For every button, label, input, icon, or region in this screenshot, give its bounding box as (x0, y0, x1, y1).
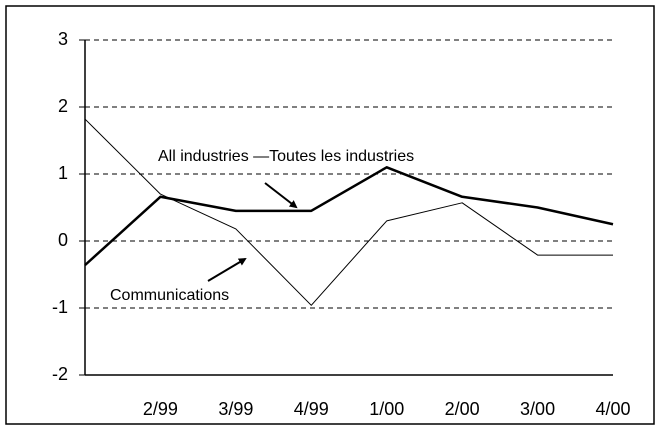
series-label: All industries —Toutes les industries (158, 148, 414, 165)
series-label: Communications (110, 287, 229, 304)
series-line (84, 166, 614, 267)
annotation-arrow (207, 257, 247, 282)
x-tick-label: 2/99 (143, 399, 178, 419)
y-tick-label: 1 (58, 163, 68, 183)
y-tick-label: 0 (58, 230, 68, 250)
x-tick-label: 1/00 (369, 399, 404, 419)
y-tick-label: -2 (52, 364, 68, 384)
y-tick-label: -1 (52, 297, 68, 317)
x-tick-label: 3/99 (218, 399, 253, 419)
x-tick-label: 3/00 (520, 399, 555, 419)
frame (5, 5, 655, 425)
y-tick-label: 3 (58, 29, 68, 49)
series-line (84, 118, 613, 306)
x-tick-label: 2/00 (445, 399, 480, 419)
x-tick-label: 4/99 (294, 399, 329, 419)
annotation-arrow (264, 182, 298, 209)
y-tick-label: 2 (58, 96, 68, 116)
x-tick-label: 4/00 (595, 399, 630, 419)
